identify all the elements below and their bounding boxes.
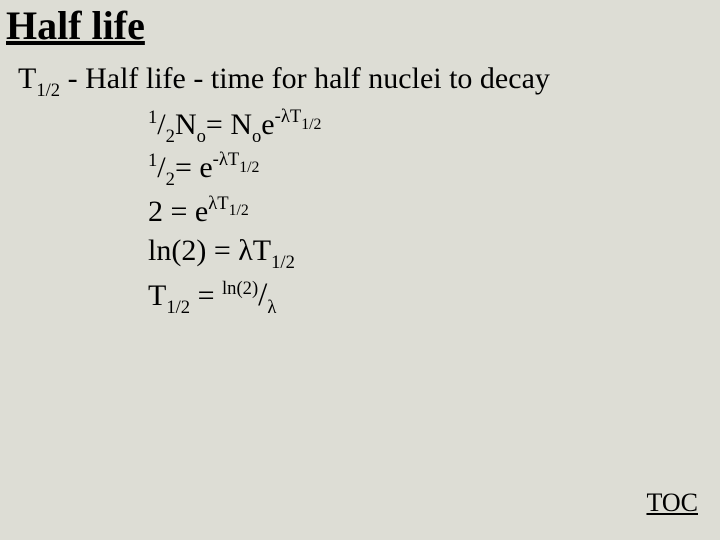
eq1-N1: N	[175, 108, 197, 141]
eq5-num: ln(2)	[222, 278, 258, 299]
eq5-Tsub: 1/2	[166, 297, 190, 318]
eq1-exp: -λT1/2	[275, 106, 322, 127]
eq1-exp-sub: 1/2	[301, 116, 321, 133]
eq4-Tsub: 1/2	[271, 252, 295, 273]
eq1-e: e	[261, 108, 274, 141]
eq5-eq: =	[190, 279, 222, 312]
eq5-slash: /	[258, 277, 267, 313]
eq5-den: λ	[267, 297, 276, 318]
eq2-exp: -λT1/2	[213, 149, 260, 170]
toc-link[interactable]: TOC	[646, 488, 698, 518]
eq2-eq: = e	[175, 151, 213, 184]
eq1-eq: = N	[206, 108, 252, 141]
def-text: - Half life - time for half nuclei to de…	[60, 62, 550, 95]
eq1-N1-sub: o	[197, 126, 206, 147]
eq2-exp-sub: 1/2	[239, 159, 259, 176]
eq3-lhs: 2 = e	[148, 195, 208, 228]
content-area: T1/2 - Half life - time for half nuclei …	[18, 60, 702, 319]
eq2-frac-den: 2	[166, 169, 175, 190]
eq1-frac-slash: /	[157, 108, 165, 141]
eq3-exp-prefix: λT	[208, 193, 228, 214]
eq1-frac-num: 1	[148, 107, 157, 128]
eq1-exp-prefix: -λT	[275, 106, 302, 127]
definition-line: T1/2 - Half life - time for half nuclei …	[18, 60, 702, 101]
eq3-exp-sub: 1/2	[229, 202, 249, 219]
eq2-frac-num: 1	[148, 150, 157, 171]
eq1-N2-sub: o	[252, 126, 261, 147]
def-symbol-T: T	[18, 62, 36, 95]
eq2-frac-slash: /	[157, 151, 165, 184]
equation-5: T1/2 = ln(2)/λ	[148, 274, 702, 319]
def-symbol-T-sub: 1/2	[36, 80, 60, 101]
eq5-T: T	[148, 279, 166, 312]
equation-2: 1/2= e-λT1/2	[148, 148, 702, 191]
equations-block: 1/2No= Noe-λT1/2 1/2= e-λT1/2 2 = eλT1/2…	[148, 105, 702, 319]
eq1-frac-den: 2	[166, 126, 175, 147]
eq4-lhs: ln(2) = λT	[148, 234, 271, 267]
equation-4: ln(2) = λT1/2	[148, 231, 702, 274]
eq3-exp: λT1/2	[208, 193, 249, 214]
equation-3: 2 = eλT1/2	[148, 192, 702, 231]
page-title: Half life	[6, 2, 145, 49]
equation-1: 1/2No= Noe-λT1/2	[148, 105, 702, 148]
eq2-exp-prefix: -λT	[213, 149, 240, 170]
